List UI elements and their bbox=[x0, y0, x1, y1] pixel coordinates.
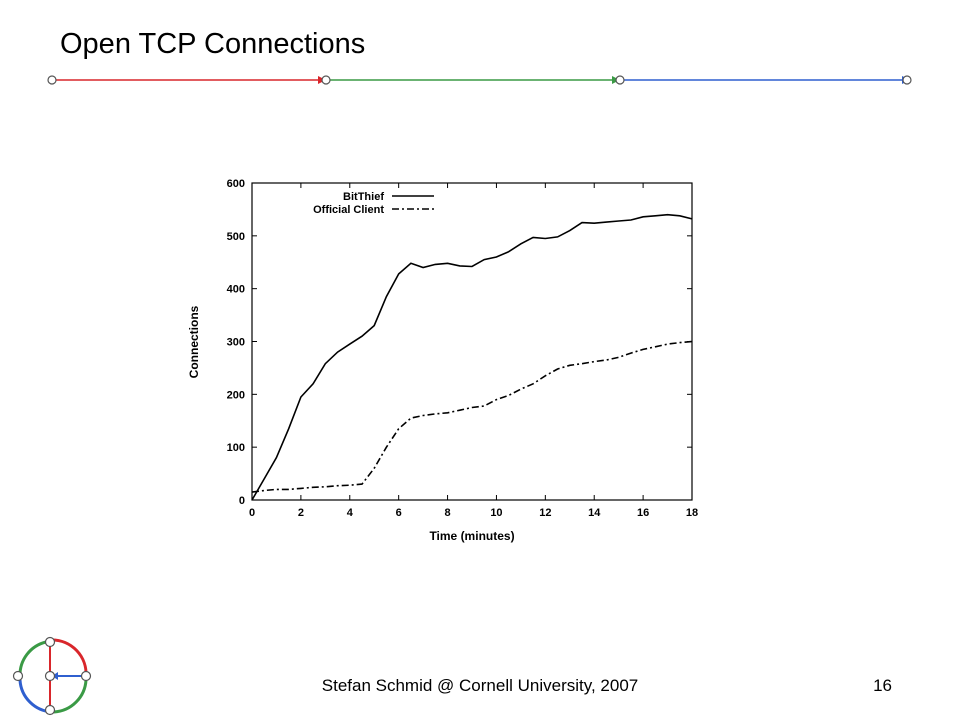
header-divider bbox=[47, 75, 912, 85]
y-tick-label: 600 bbox=[227, 178, 245, 190]
legend-label: Official Client bbox=[313, 204, 384, 216]
logo-node bbox=[80, 670, 92, 682]
x-tick-label: 0 bbox=[249, 507, 255, 519]
logo-node bbox=[44, 636, 56, 648]
y-tick-label: 100 bbox=[227, 442, 245, 454]
logo-node bbox=[44, 670, 56, 682]
connections-line-chart: 0 2 4 6 8 10 12 14 16 18 0 100 200 300 400 500 600 Time … bbox=[187, 178, 698, 543]
slide-title: Open TCP Connections bbox=[60, 28, 366, 60]
y-axis-label: Connections bbox=[187, 305, 201, 378]
header-node bbox=[615, 75, 625, 85]
logo-arc-green bbox=[18, 640, 47, 677]
x-tick-label: 16 bbox=[637, 507, 649, 519]
x-tick-label: 8 bbox=[444, 507, 450, 519]
logo-arc-green2 bbox=[53, 679, 88, 714]
x-tick-label: 4 bbox=[347, 507, 354, 519]
graph-network-logo-icon bbox=[12, 636, 92, 716]
y-tick-label: 300 bbox=[227, 337, 245, 349]
axis-ticks: 0 2 4 6 8 10 12 14 16 18 0 100 200 300 400 500 600 bbox=[227, 178, 698, 519]
header-node bbox=[47, 75, 57, 85]
page-number: 16 bbox=[873, 676, 892, 695]
series-line-bitthief bbox=[251, 213, 693, 501]
header-node bbox=[321, 75, 331, 85]
legend-label: BitThief bbox=[343, 191, 384, 203]
y-tick-label: 500 bbox=[227, 231, 245, 243]
x-tick-label: 14 bbox=[588, 507, 601, 519]
series-lines bbox=[251, 213, 693, 501]
x-tick-label: 12 bbox=[539, 507, 551, 519]
x-tick-label: 18 bbox=[686, 507, 698, 519]
y-tick-label: 0 bbox=[239, 495, 245, 507]
y-tick-label: 400 bbox=[227, 284, 245, 296]
logo-arc-red bbox=[51, 638, 88, 677]
footer-credit: Stefan Schmid @ Cornell University, 2007 bbox=[321, 676, 639, 695]
x-tick-label: 2 bbox=[298, 507, 304, 519]
series-line-official-client bbox=[251, 340, 693, 493]
plot-frame bbox=[251, 182, 693, 501]
logo-node bbox=[12, 670, 24, 682]
x-tick-label: 10 bbox=[490, 507, 502, 519]
x-tick-label: 6 bbox=[396, 507, 402, 519]
header-node bbox=[902, 75, 912, 85]
x-axis-label: Time (minutes) bbox=[429, 529, 514, 543]
y-tick-label: 200 bbox=[227, 389, 245, 401]
logo-node bbox=[44, 704, 56, 716]
